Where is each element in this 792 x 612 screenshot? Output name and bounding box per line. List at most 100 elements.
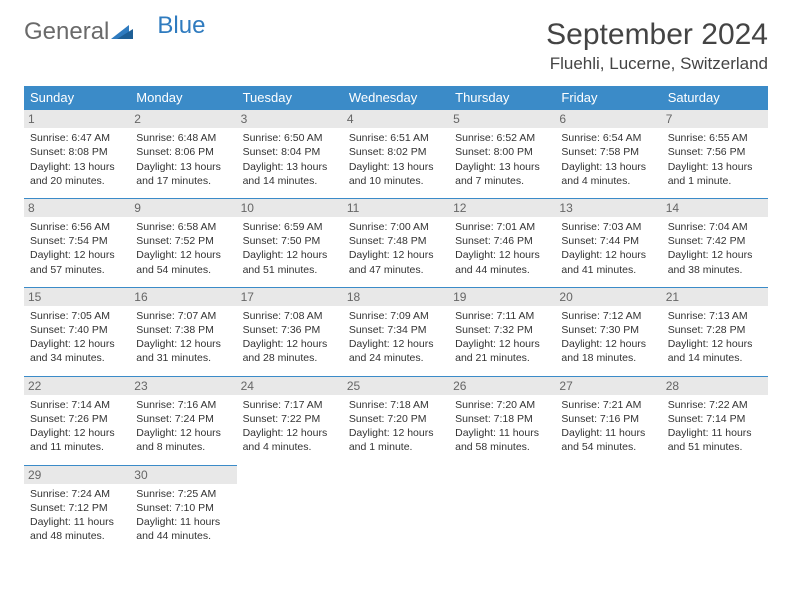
day-number: 19 — [449, 288, 555, 306]
cell-day1: Daylight: 11 hours — [668, 426, 762, 440]
cell-sunset: Sunset: 7:22 PM — [243, 412, 337, 426]
calendar-cell: 28 Sunrise: 7:22 AMSunset: 7:14 PMDayligh… — [662, 376, 768, 465]
cell-sunset: Sunset: 7:14 PM — [668, 412, 762, 426]
cell-day1: Daylight: 13 hours — [455, 160, 549, 174]
calendar-cell: 9Sunrise: 6:58 AMSunset: 7:52 PMDaylight… — [130, 198, 236, 287]
calendar-cell: 12Sunrise: 7:01 AMSunset: 7:46 PMDayligh… — [449, 198, 555, 287]
cell-sunrise: Sunrise: 6:55 AM — [668, 131, 762, 145]
cell-sunset: Sunset: 8:00 PM — [455, 145, 549, 159]
cell-day2: and 51 minutes. — [243, 263, 337, 277]
cell-sunset: Sunset: 7:12 PM — [30, 501, 124, 515]
logo-text-general: General — [24, 18, 109, 46]
day-number: 8 — [24, 199, 130, 217]
cell-day2: and 4 minutes. — [561, 174, 655, 188]
calendar-cell — [343, 465, 449, 553]
cell-sunset: Sunset: 7:38 PM — [136, 323, 230, 337]
cell-sunrise: Sunrise: 6:56 AM — [30, 220, 124, 234]
cell-sunset: Sunset: 7:20 PM — [349, 412, 443, 426]
cell-sunset: Sunset: 7:10 PM — [136, 501, 230, 515]
calendar-cell: 13Sunrise: 7:03 AMSunset: 7:44 PMDayligh… — [555, 198, 661, 287]
cell-day2: and 28 minutes. — [243, 351, 337, 365]
cell-day1: Daylight: 12 hours — [455, 248, 549, 262]
cell-sunset: Sunset: 7:50 PM — [243, 234, 337, 248]
cell-sunset: Sunset: 8:04 PM — [243, 145, 337, 159]
calendar-cell: 23Sunrise: 7:16 AMSunset: 7:24 PMDayligh… — [130, 376, 236, 465]
day-number: 1 — [24, 110, 130, 128]
cell-day1: Daylight: 12 hours — [243, 337, 337, 351]
cell-sunrise: Sunrise: 7:17 AM — [243, 398, 337, 412]
calendar-cell: 14Sunrise: 7:04 AMSunset: 7:42 PMDayligh… — [662, 198, 768, 287]
day-number: 16 — [130, 288, 236, 306]
cell-day2: and 24 minutes. — [349, 351, 443, 365]
weekday-header: Friday — [555, 86, 661, 110]
cell-sunset: Sunset: 7:32 PM — [455, 323, 549, 337]
cell-day1: Daylight: 12 hours — [30, 426, 124, 440]
cell-sunset: Sunset: 8:08 PM — [30, 145, 124, 159]
cell-sunrise: Sunrise: 7:25 AM — [136, 487, 230, 501]
calendar-cell: 24Sunrise: 7:17 AMSunset: 7:22 PMDayligh… — [237, 376, 343, 465]
day-number: 3 — [237, 110, 343, 128]
calendar-cell: 25Sunrise: 7:18 AMSunset: 7:20 PMDayligh… — [343, 376, 449, 465]
calendar-cell: 10Sunrise: 6:59 AMSunset: 7:50 PMDayligh… — [237, 198, 343, 287]
location-text: Fluehli, Lucerne, Switzerland — [546, 54, 768, 74]
cell-day1: Daylight: 12 hours — [349, 426, 443, 440]
month-title: September 2024 — [546, 18, 768, 52]
calendar-row: 22Sunrise: 7:14 AMSunset: 7:26 PMDayligh… — [24, 376, 768, 465]
cell-day1: Daylight: 13 hours — [136, 160, 230, 174]
cell-day1: Daylight: 11 hours — [561, 426, 655, 440]
calendar-cell: 7Sunrise: 6:55 AMSunset: 7:56 PMDaylight… — [662, 110, 768, 199]
cell-day2: and 21 minutes. — [455, 351, 549, 365]
calendar-cell: 27Sunrise: 7:21 AMSunset: 7:16 PMDayligh… — [555, 376, 661, 465]
cell-day2: and 44 minutes. — [455, 263, 549, 277]
cell-sunrise: Sunrise: 7:24 AM — [30, 487, 124, 501]
calendar-cell: 16Sunrise: 7:07 AMSunset: 7:38 PMDayligh… — [130, 287, 236, 376]
calendar-cell: 21Sunrise: 7:13 AMSunset: 7:28 PMDayligh… — [662, 287, 768, 376]
cell-sunrise: Sunrise: 7:22 AM — [668, 398, 762, 412]
cell-day2: and 18 minutes. — [561, 351, 655, 365]
cell-sunset: Sunset: 8:02 PM — [349, 145, 443, 159]
day-number: 29 — [24, 466, 130, 484]
calendar-cell: 4Sunrise: 6:51 AMSunset: 8:02 PMDaylight… — [343, 110, 449, 199]
weekday-header: Monday — [130, 86, 236, 110]
calendar-cell: 5Sunrise: 6:52 AMSunset: 8:00 PMDaylight… — [449, 110, 555, 199]
cell-sunrise: Sunrise: 7:13 AM — [668, 309, 762, 323]
calendar-cell: 3Sunrise: 6:50 AMSunset: 8:04 PMDaylight… — [237, 110, 343, 199]
day-number: 23 — [130, 377, 236, 395]
cell-day1: Daylight: 11 hours — [30, 515, 124, 529]
day-number: 13 — [555, 199, 661, 217]
calendar-cell: 15Sunrise: 7:05 AMSunset: 7:40 PMDayligh… — [24, 287, 130, 376]
calendar-table: SundayMondayTuesdayWednesdayThursdayFrid… — [24, 86, 768, 553]
day-number: 20 — [555, 288, 661, 306]
cell-day2: and 1 minute. — [668, 174, 762, 188]
cell-day1: Daylight: 11 hours — [455, 426, 549, 440]
cell-sunrise: Sunrise: 6:50 AM — [243, 131, 337, 145]
calendar-cell: 6Sunrise: 6:54 AMSunset: 7:58 PMDaylight… — [555, 110, 661, 199]
cell-day1: Daylight: 13 hours — [349, 160, 443, 174]
day-number: 11 — [343, 199, 449, 217]
calendar-cell: 11Sunrise: 7:00 AMSunset: 7:48 PMDayligh… — [343, 198, 449, 287]
calendar-cell: 26Sunrise: 7:20 AMSunset: 7:18 PMDayligh… — [449, 376, 555, 465]
day-number: 10 — [237, 199, 343, 217]
cell-day2: and 54 minutes. — [136, 263, 230, 277]
calendar-body: 1Sunrise: 6:47 AMSunset: 8:08 PMDaylight… — [24, 110, 768, 554]
day-number: 21 — [662, 288, 768, 306]
page-header: General Blue September 2024 Fluehli, Luc… — [24, 18, 768, 74]
day-number: 28 — [662, 377, 768, 395]
cell-day1: Daylight: 12 hours — [561, 248, 655, 262]
cell-sunrise: Sunrise: 6:58 AM — [136, 220, 230, 234]
calendar-row: 29 Sunrise: 7:24 AMSunset: 7:12 PMDayligh… — [24, 465, 768, 553]
day-number: 25 — [343, 377, 449, 395]
cell-sunset: Sunset: 7:54 PM — [30, 234, 124, 248]
day-number: 6 — [555, 110, 661, 128]
cell-day2: and 17 minutes. — [136, 174, 230, 188]
day-number: 15 — [24, 288, 130, 306]
cell-sunrise: Sunrise: 7:03 AM — [561, 220, 655, 234]
weekday-header: Thursday — [449, 86, 555, 110]
cell-sunrise: Sunrise: 7:04 AM — [668, 220, 762, 234]
calendar-cell — [555, 465, 661, 553]
calendar-cell: 18Sunrise: 7:09 AMSunset: 7:34 PMDayligh… — [343, 287, 449, 376]
calendar-cell: 22Sunrise: 7:14 AMSunset: 7:26 PMDayligh… — [24, 376, 130, 465]
cell-day2: and 14 minutes. — [243, 174, 337, 188]
cell-day2: and 14 minutes. — [668, 351, 762, 365]
cell-sunrise: Sunrise: 6:52 AM — [455, 131, 549, 145]
